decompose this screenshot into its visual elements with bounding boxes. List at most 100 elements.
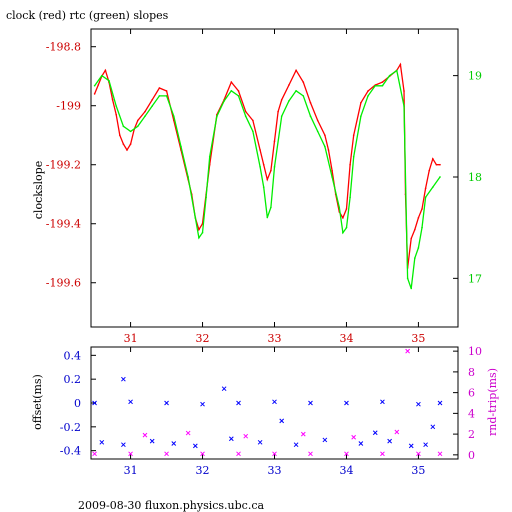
data-point-offset: [221, 386, 227, 392]
data-point-clock: [424, 187, 427, 190]
data-point-clock: [324, 134, 326, 137]
data-point-clock: [421, 208, 423, 210]
data-point-clock: [118, 134, 121, 137]
top-plot-frame: [90, 28, 459, 328]
data-point-rnd-trip: [416, 451, 421, 457]
data-point-offset: [358, 441, 364, 446]
data-point-clock: [151, 99, 153, 101]
data-point-rtc: [432, 186, 434, 188]
data-point-rtc: [302, 95, 305, 97]
data-point-rnd-trip: [243, 433, 249, 439]
data-point-clock: [352, 134, 355, 137]
bottom-y-left-tick-label: -0.4: [60, 445, 81, 458]
data-point-offset: [308, 400, 313, 406]
data-point-rtc: [115, 105, 117, 107]
bottom-y-left-tick-label: 0.2: [64, 373, 82, 386]
data-point-rnd-trip: [380, 451, 385, 457]
data-point-offset: [257, 439, 263, 445]
bottom-y-right-tick-label: 6: [468, 387, 475, 400]
data-point-clock: [144, 110, 146, 113]
data-point-offset: [380, 399, 385, 405]
top-y-left-tick-label: -199.2: [46, 159, 81, 172]
data-point-rtc: [295, 90, 297, 92]
data-point-clock: [410, 237, 413, 240]
data-point-rtc: [342, 231, 344, 234]
data-point-clock: [414, 228, 416, 231]
top-y-right-tick-label: 19: [468, 70, 482, 83]
data-point-rtc: [374, 84, 377, 87]
series-line-rtc: [94, 69, 441, 289]
data-point-clock: [428, 169, 431, 172]
data-point-rnd-trip: [437, 451, 443, 457]
bottom-y-right-tick-label: 10: [468, 345, 482, 358]
top-x-tick-label: 32: [196, 332, 210, 345]
top-chart-title: clock (red) rtc (green) slopes: [6, 9, 169, 22]
data-point-rtc: [144, 115, 146, 117]
data-point-rtc: [396, 69, 398, 72]
data-point-rtc: [122, 125, 125, 128]
data-point-rnd-trip: [351, 434, 357, 440]
data-point-offset: [236, 400, 241, 406]
data-point-clock: [198, 228, 200, 231]
data-point-clock: [342, 217, 344, 219]
data-point-rtc: [208, 155, 211, 158]
data-point-rtc: [352, 155, 355, 158]
data-point-rnd-trip: [394, 429, 400, 435]
data-point-rtc: [367, 95, 369, 97]
data-point-clock: [432, 158, 434, 160]
data-point-offset: [279, 418, 285, 424]
data-point-rtc: [309, 115, 312, 117]
data-point-clock: [367, 90, 369, 92]
data-point-clock: [115, 113, 117, 116]
data-point-rtc: [223, 100, 225, 102]
data-point-rtc: [201, 231, 204, 234]
data-point-rtc: [288, 100, 290, 102]
data-point-offset: [121, 376, 126, 382]
data-point-rtc: [237, 95, 240, 97]
data-point-clock: [277, 110, 279, 113]
data-point-rnd-trip: [164, 451, 169, 457]
data-point-rtc: [108, 79, 110, 82]
data-point-offset: [293, 442, 299, 448]
top-chart-ylabel: clockslope: [32, 161, 45, 219]
data-point-clock: [295, 69, 297, 72]
data-point-offset: [121, 442, 126, 448]
data-point-clock: [93, 93, 96, 95]
data-point-rtc: [338, 206, 341, 209]
data-point-offset: [92, 400, 97, 406]
top-y-right-tick-label: 18: [468, 171, 482, 184]
data-point-clock: [331, 169, 333, 172]
data-point-clock: [97, 84, 99, 86]
data-point-rtc: [151, 105, 153, 107]
data-point-clock: [327, 149, 330, 151]
data-point-clock: [165, 90, 168, 92]
bottom-y-right-tick-label: 8: [468, 366, 475, 379]
data-point-rnd-trip: [272, 451, 277, 457]
top-y-left-tick-label: -198.8: [46, 41, 81, 54]
data-point-offset: [99, 439, 105, 445]
data-point-clock: [403, 90, 405, 92]
data-point-offset: [192, 443, 198, 449]
data-point-offset: [416, 401, 421, 407]
bottom-y-right-tick-label: 0: [468, 449, 475, 462]
data-point-rtc: [414, 257, 416, 259]
data-point-clock: [273, 140, 276, 142]
data-point-rnd-trip: [142, 432, 148, 438]
data-point-rtc: [381, 84, 384, 87]
data-point-rtc: [424, 196, 427, 199]
data-point-clock: [259, 149, 261, 151]
data-point-rtc: [403, 105, 405, 107]
data-point-clock: [439, 163, 441, 166]
data-point-clock: [435, 163, 438, 166]
data-point-rtc: [349, 196, 351, 199]
data-point-offset: [408, 443, 414, 449]
data-point-clock: [126, 149, 128, 151]
data-point-offset: [272, 399, 277, 405]
bottom-chart-ylabel-right: rnd-trip(ms): [486, 368, 499, 436]
data-point-clock: [262, 163, 265, 166]
data-point-offset: [387, 438, 392, 444]
data-point-rtc: [158, 95, 161, 97]
data-point-offset: [344, 400, 349, 406]
data-point-clock: [136, 119, 139, 122]
data-point-clock: [270, 169, 272, 172]
